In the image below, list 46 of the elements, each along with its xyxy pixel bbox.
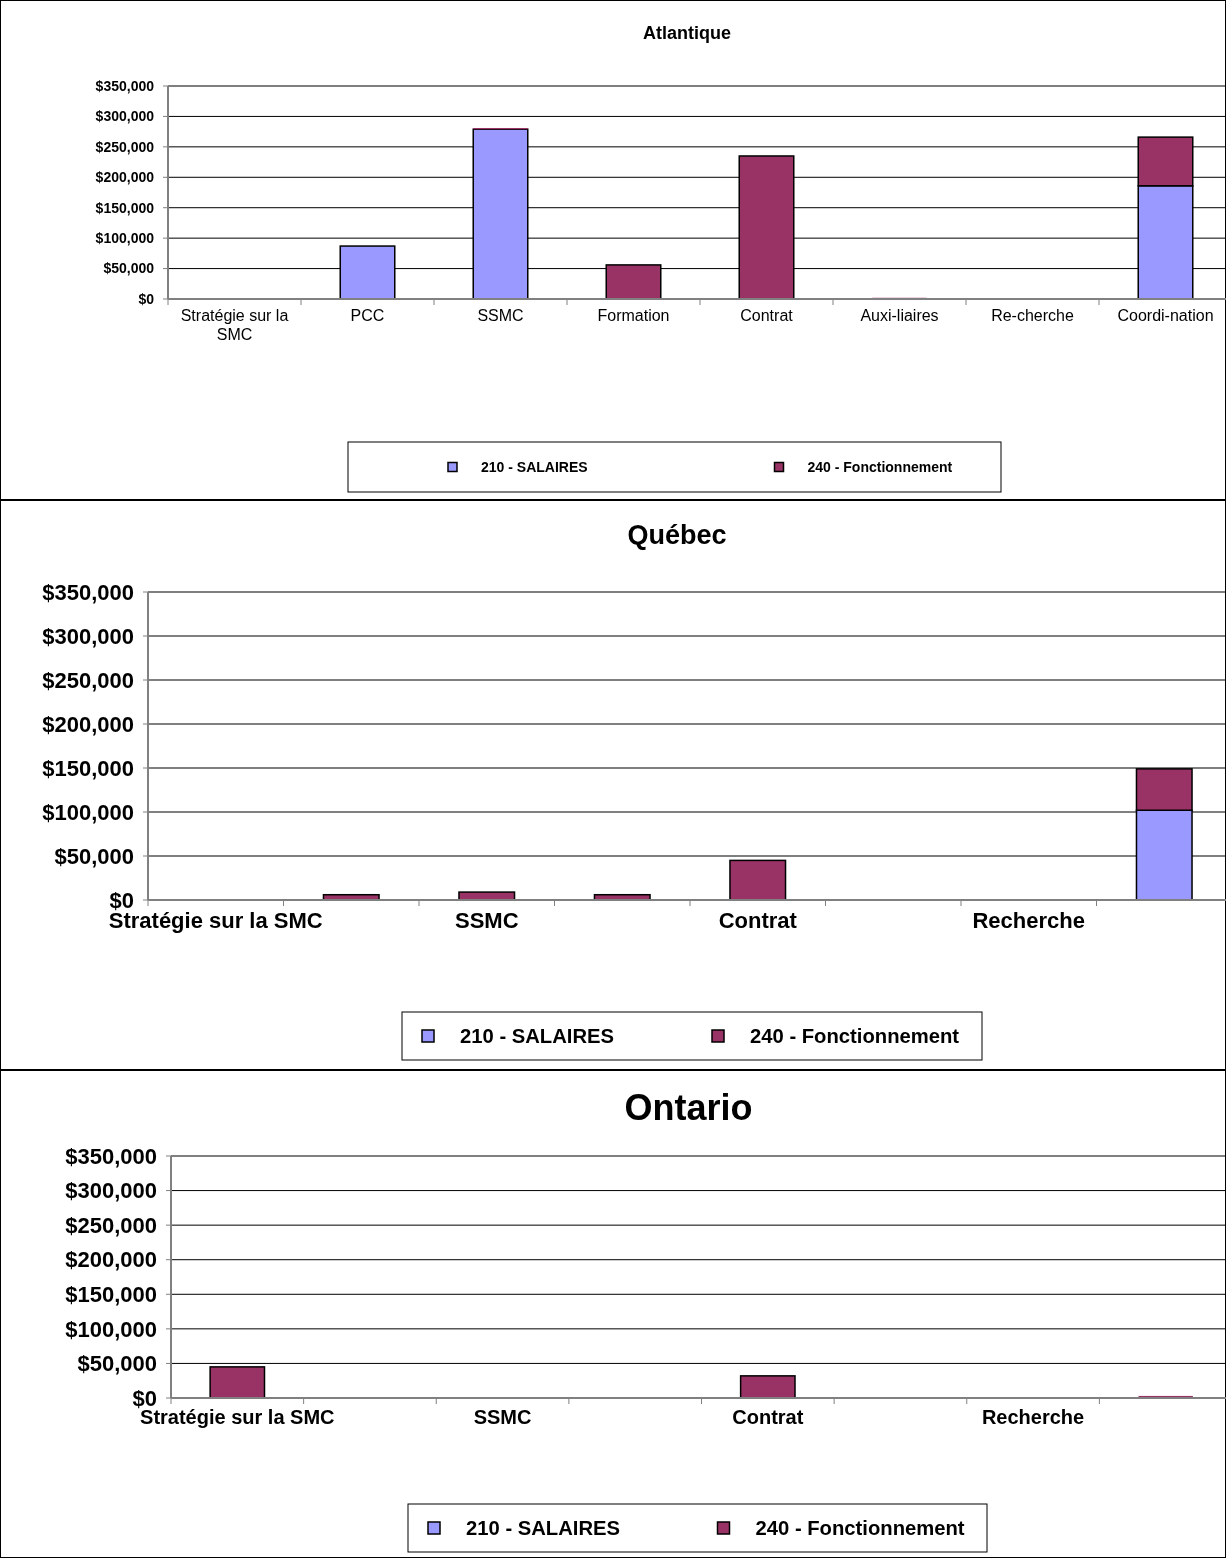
y-tick-label: $50,000 [77, 1351, 157, 1377]
y-tick-label: $250,000 [95, 138, 155, 155]
y-tick-label: $350,000 [65, 1143, 157, 1169]
y-tick-label: $350,000 [42, 579, 134, 605]
y-tick-label: $250,000 [42, 667, 134, 693]
x-tick-label: Contrat [732, 1406, 804, 1428]
y-tick-label: $350,000 [95, 77, 155, 94]
y-tick-label: $300,000 [65, 1178, 157, 1204]
y-tick-label: $100,000 [42, 799, 134, 825]
y-tick-label: $150,000 [42, 755, 134, 781]
y-tick-label: $100,000 [95, 230, 155, 247]
y-tick-label: $300,000 [95, 108, 155, 125]
y-tick-label: $200,000 [42, 711, 134, 737]
x-tick-label: Recherche [972, 908, 1086, 933]
y-tick-label: $0 [109, 887, 134, 913]
x-tick-label: Coordi-nation [1117, 307, 1214, 324]
y-tick-label: $100,000 [65, 1316, 157, 1342]
y-tick-label: $150,000 [65, 1281, 157, 1307]
x-tick-label: Re-cherche [991, 307, 1074, 324]
legend-label: 240 - Fonctionnement [755, 1517, 965, 1540]
legend-label: 240 - Fonctionnement [750, 1025, 960, 1048]
y-tick-label: $50,000 [103, 260, 155, 277]
y-tick-label: $200,000 [95, 169, 155, 186]
x-tick-label: Contrat [740, 307, 794, 324]
x-tick-label: PCC [350, 307, 385, 324]
legend-label: 210 - SALAIRES [460, 1025, 615, 1048]
legend-label: 210 - SALAIRES [466, 1517, 621, 1540]
legend-label: 210 - SALAIRES [481, 458, 588, 475]
x-tick-label: SSMC [473, 1406, 532, 1428]
x-tick-label: Formation [597, 307, 670, 324]
x-tick-label: Contrat [718, 908, 798, 933]
y-tick-label: $200,000 [65, 1247, 157, 1273]
y-tick-label: $250,000 [65, 1212, 157, 1238]
chart-title: Québec [627, 520, 727, 550]
chart-title: Ontario [624, 1087, 753, 1128]
y-tick-label: $150,000 [95, 199, 155, 216]
legend-label: 240 - Fonctionnement [807, 458, 953, 475]
y-tick-label: $300,000 [42, 623, 134, 649]
x-tick-label: SSMC [477, 307, 524, 324]
chart-title: Atlantique [643, 23, 731, 43]
x-tick-label: Recherche [981, 1406, 1085, 1428]
x-tick-label: SSMC [454, 908, 519, 933]
y-tick-label: $0 [138, 290, 155, 307]
x-tick-label: Auxi-liaires [860, 307, 939, 324]
x-tick-label: Stratégie sur la SMC [180, 307, 289, 344]
y-tick-label: $50,000 [54, 843, 134, 869]
